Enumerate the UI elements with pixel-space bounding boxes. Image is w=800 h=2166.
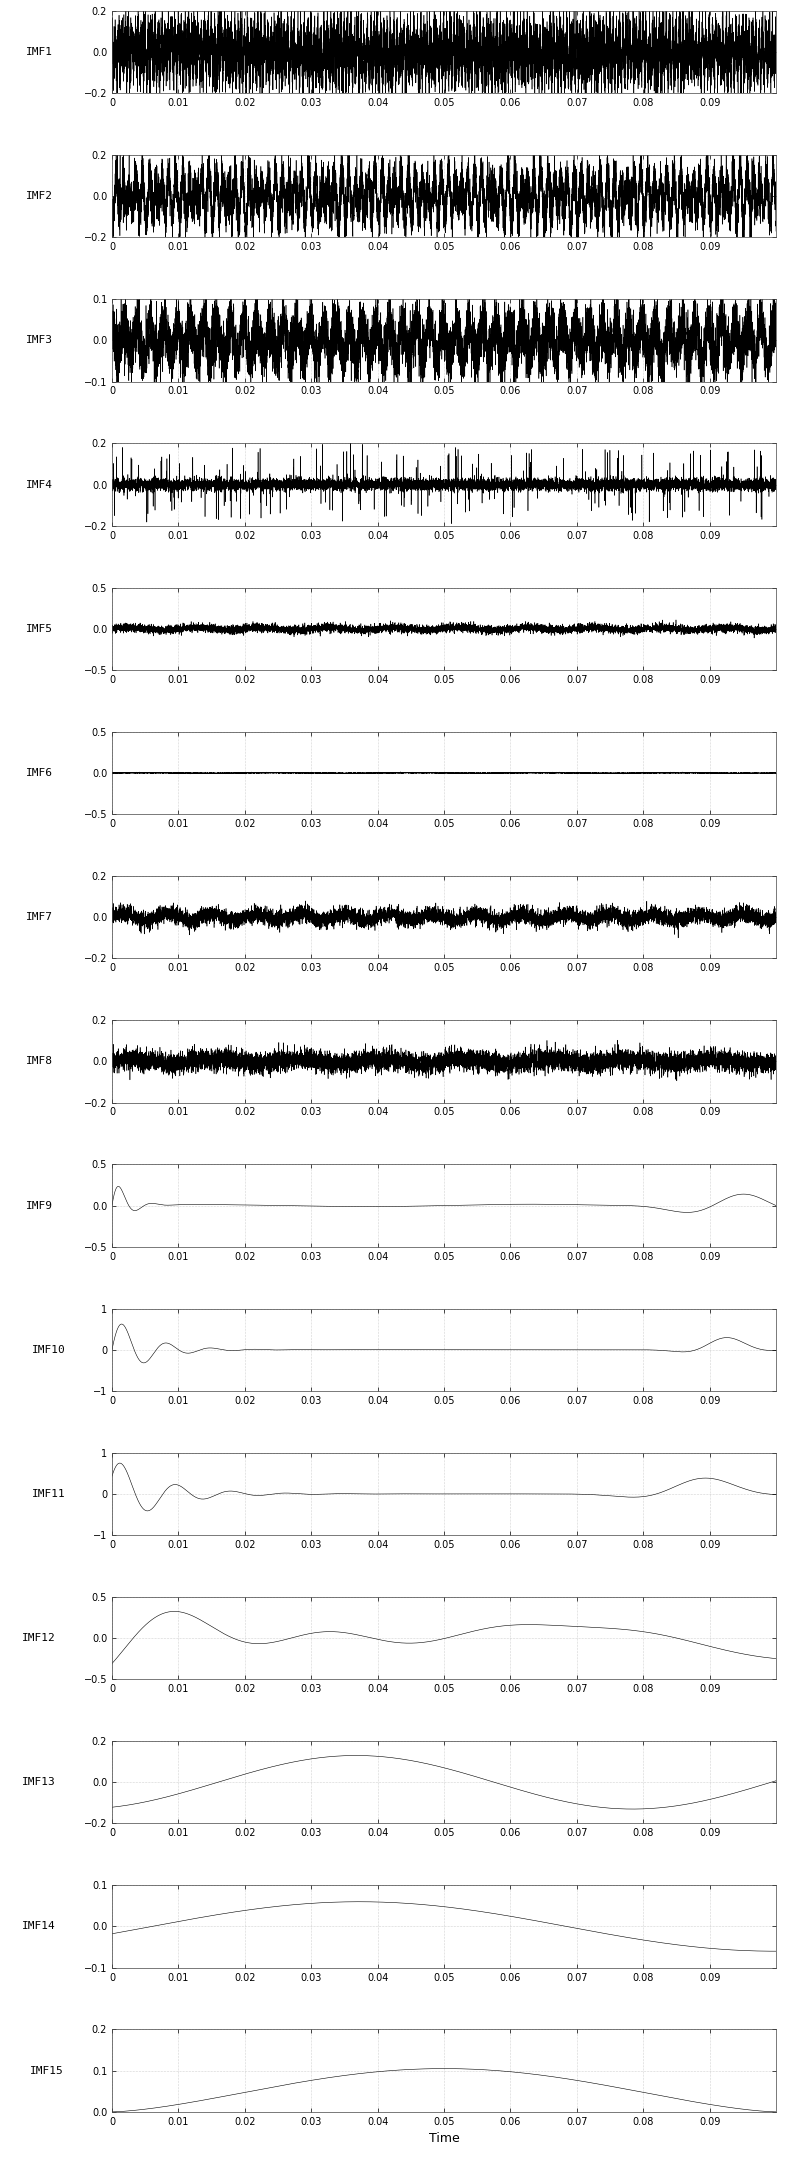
Y-axis label: IMF5: IMF5: [26, 624, 53, 635]
Y-axis label: IMF1: IMF1: [26, 48, 53, 56]
Y-axis label: IMF11: IMF11: [31, 1488, 66, 1499]
Y-axis label: IMF14: IMF14: [22, 1921, 56, 1932]
Y-axis label: IMF2: IMF2: [26, 191, 53, 201]
Y-axis label: IMF15: IMF15: [30, 2066, 64, 2075]
Y-axis label: IMF13: IMF13: [22, 1778, 56, 1787]
Y-axis label: IMF4: IMF4: [26, 479, 53, 490]
Y-axis label: IMF9: IMF9: [26, 1200, 53, 1211]
Y-axis label: IMF10: IMF10: [31, 1345, 66, 1354]
Y-axis label: IMF12: IMF12: [22, 1633, 56, 1644]
X-axis label: Time: Time: [429, 2131, 459, 2144]
Y-axis label: IMF7: IMF7: [26, 912, 53, 923]
Y-axis label: IMF3: IMF3: [26, 336, 53, 344]
Y-axis label: IMF8: IMF8: [26, 1057, 53, 1066]
Y-axis label: IMF6: IMF6: [26, 769, 53, 778]
